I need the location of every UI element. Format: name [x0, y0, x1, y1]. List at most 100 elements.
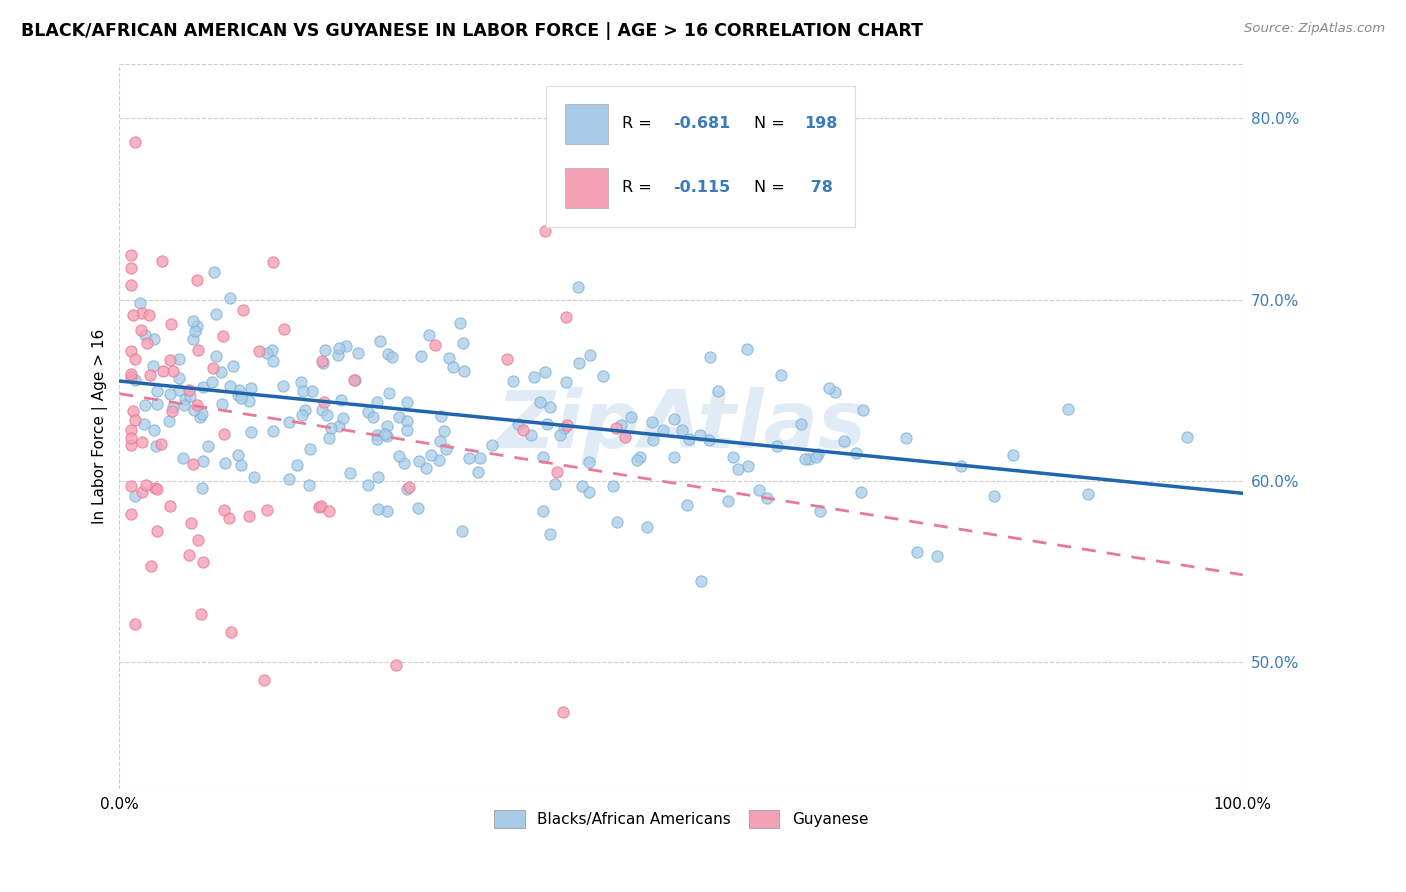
Point — [335, 339, 357, 353]
Point — [183, 403, 205, 417]
Text: N =: N = — [754, 180, 790, 195]
Point — [191, 454, 214, 468]
Point — [191, 380, 214, 394]
Point — [278, 415, 301, 429]
Point — [697, 433, 720, 447]
Point — [538, 527, 561, 541]
Point — [533, 365, 555, 379]
Point — [190, 607, 212, 621]
Point — [356, 478, 378, 492]
Point — [167, 383, 190, 397]
Point — [613, 430, 636, 444]
Point — [641, 415, 664, 429]
Point — [122, 308, 145, 322]
Point — [406, 501, 429, 516]
Point — [204, 265, 226, 279]
Point — [183, 313, 205, 327]
Point — [578, 454, 600, 468]
Point — [512, 423, 534, 437]
Point — [262, 425, 284, 439]
Point — [366, 395, 388, 409]
Point — [159, 352, 181, 367]
Point — [124, 489, 146, 503]
Point — [135, 335, 157, 350]
Point — [221, 624, 243, 639]
Point — [342, 373, 364, 387]
Point — [436, 442, 458, 456]
Point — [641, 433, 664, 447]
Point — [368, 334, 391, 348]
Point — [388, 409, 411, 424]
Point — [146, 384, 169, 398]
Point — [396, 423, 419, 437]
Point — [332, 411, 354, 425]
Point — [221, 359, 243, 373]
Point — [905, 545, 928, 559]
Point — [143, 481, 166, 495]
Point — [120, 423, 142, 437]
Point — [408, 453, 430, 467]
Point — [149, 437, 172, 451]
Point — [328, 348, 350, 362]
Point — [845, 446, 868, 460]
Point — [606, 516, 628, 530]
Point — [419, 448, 441, 462]
Point — [219, 291, 242, 305]
Point — [120, 277, 142, 292]
Text: R =: R = — [621, 116, 657, 131]
Point — [139, 558, 162, 573]
Point — [201, 376, 224, 390]
Point — [806, 450, 828, 464]
Point — [142, 359, 165, 373]
Point — [211, 328, 233, 343]
Point — [571, 479, 593, 493]
Point — [453, 364, 475, 378]
Point — [381, 350, 404, 364]
Point — [536, 417, 558, 431]
Point — [277, 472, 299, 486]
Point — [124, 373, 146, 387]
Point — [197, 439, 219, 453]
Point — [950, 458, 973, 473]
Point — [120, 478, 142, 492]
Point — [260, 343, 283, 357]
Point — [533, 450, 555, 464]
Point — [132, 417, 155, 431]
Point — [193, 556, 215, 570]
Text: Source: ZipAtlas.com: Source: ZipAtlas.com — [1244, 22, 1385, 36]
Point — [211, 397, 233, 411]
Point — [467, 465, 489, 479]
Point — [366, 427, 388, 442]
Point — [832, 434, 855, 448]
Point — [367, 469, 389, 483]
Point — [418, 327, 440, 342]
Point — [1175, 430, 1198, 444]
Point — [699, 351, 721, 365]
Point — [481, 438, 503, 452]
Point — [139, 368, 162, 382]
Point — [312, 356, 335, 370]
Point — [328, 418, 350, 433]
Point — [427, 453, 450, 467]
Point — [375, 429, 398, 443]
Point — [187, 533, 209, 547]
Point — [177, 548, 200, 562]
Point — [568, 356, 591, 370]
Point — [131, 435, 153, 450]
Point — [238, 394, 260, 409]
Point — [678, 432, 700, 446]
Point — [737, 458, 759, 473]
Point — [145, 397, 167, 411]
Point — [256, 346, 278, 360]
Point — [579, 348, 602, 362]
Point — [983, 489, 1005, 503]
Text: BLACK/AFRICAN AMERICAN VS GUYANESE IN LABOR FORCE | AGE > 16 CORRELATION CHART: BLACK/AFRICAN AMERICAN VS GUYANESE IN LA… — [21, 22, 924, 40]
Point — [555, 418, 578, 433]
Point — [437, 351, 460, 365]
Point — [766, 438, 789, 452]
Point — [186, 273, 208, 287]
Point — [578, 485, 600, 500]
Point — [748, 483, 770, 497]
Point — [138, 308, 160, 322]
Point — [664, 450, 686, 464]
